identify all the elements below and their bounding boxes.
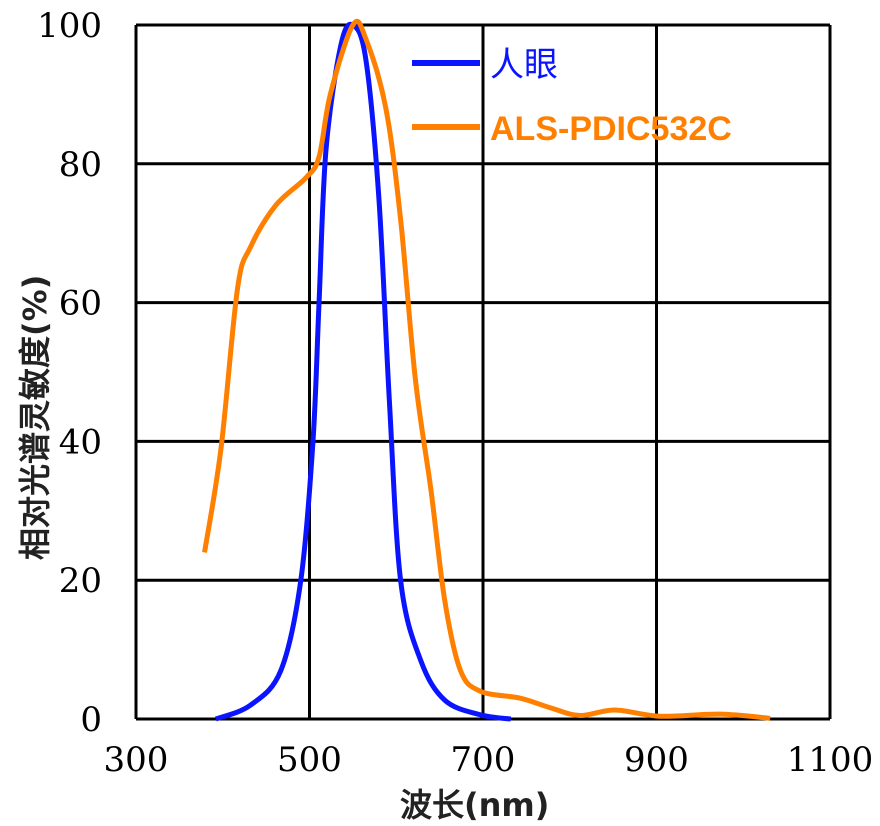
x-axis-label: 波长(nm) xyxy=(400,786,549,824)
x-tick-label: 1100 xyxy=(787,740,874,780)
x-tick-label: 300 xyxy=(104,740,169,780)
y-tick-label: 60 xyxy=(59,284,102,324)
series-line-als-pdic532c xyxy=(202,18,771,721)
grid xyxy=(134,23,832,721)
y-tick-label: 40 xyxy=(59,422,102,462)
y-axis-label: 相对光谱灵敏度(%) xyxy=(16,275,54,560)
legend-label-human-eye: 人眼 xyxy=(490,46,558,84)
legend-label-als-pdic532c: ALS-PDIC532C xyxy=(490,110,732,148)
x-tick-label: 700 xyxy=(451,740,516,780)
x-tick-label: 900 xyxy=(624,740,689,780)
y-tick-label: 80 xyxy=(59,145,102,185)
y-tick-label: 20 xyxy=(59,561,102,601)
y-tick-label: 0 xyxy=(80,700,102,740)
legend: 人眼 ALS-PDIC532C xyxy=(412,46,732,148)
x-tick-label: 500 xyxy=(277,740,342,780)
y-tick-label: 100 xyxy=(37,6,102,46)
